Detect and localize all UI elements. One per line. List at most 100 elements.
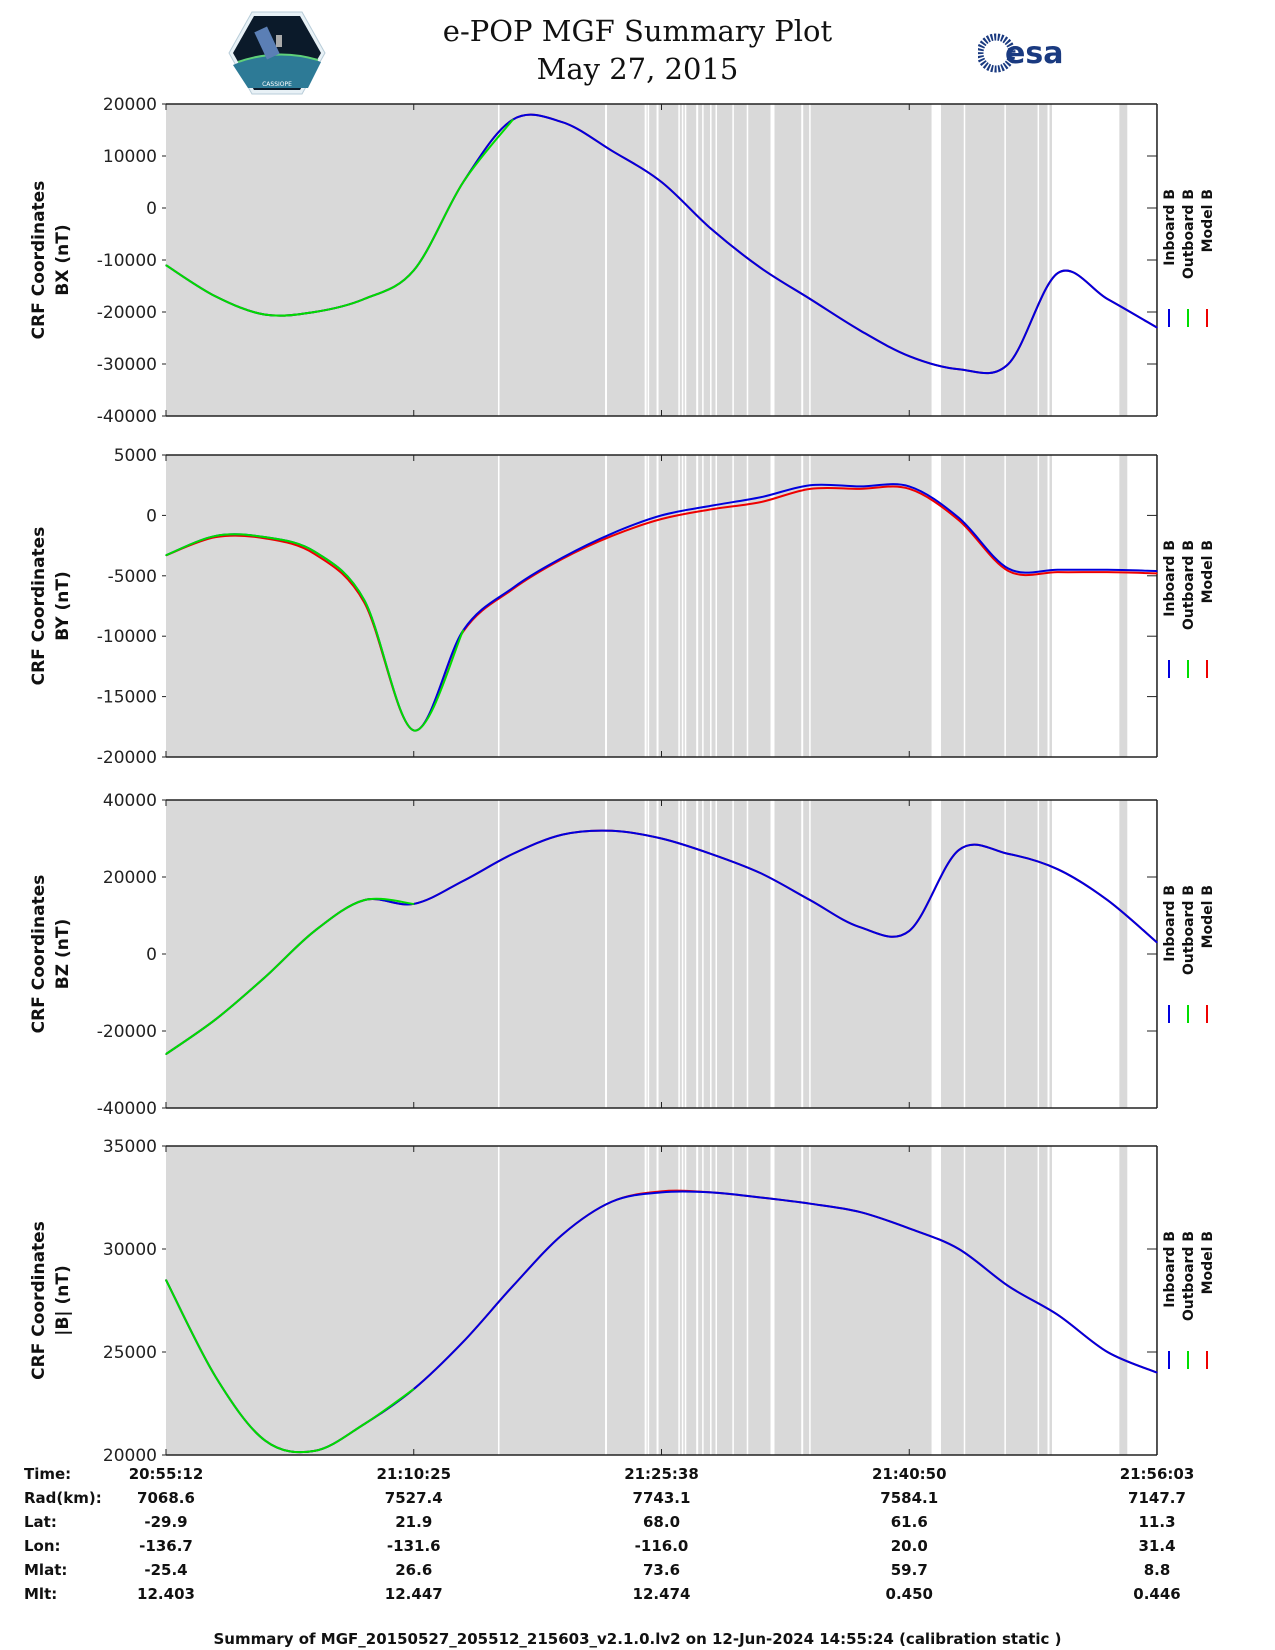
ephemeris-value: 59.7	[890, 1561, 928, 1579]
data-gap-stripe	[644, 1146, 647, 1455]
y-axis-label-line1: CRF Coordinates	[29, 875, 49, 1034]
y-tick-label: -30000	[97, 355, 157, 375]
y-axis-label-line1: CRF Coordinates	[29, 1221, 49, 1380]
data-gap-stripe	[702, 1146, 704, 1455]
data-point-inboard-b	[760, 496, 762, 498]
data-gap-stripe	[715, 455, 718, 757]
data-gap-stripe	[696, 1146, 699, 1455]
data-point-inboard-b	[1156, 327, 1158, 329]
ephemeris-value: -131.6	[386, 1537, 441, 1555]
data-gap-stripe	[1047, 1146, 1050, 1455]
data-gap-stripe	[809, 455, 811, 757]
data-gap-stripe	[681, 800, 684, 1108]
data-gap-stripe	[801, 800, 804, 1108]
data-point-outboard-b	[214, 295, 217, 297]
y-tick-label: 10000	[103, 147, 157, 167]
data-point-outboard-b	[214, 1018, 217, 1021]
svg-text:CASSIOPE: CASSIOPE	[262, 81, 292, 88]
data-point-inboard-b	[809, 484, 811, 486]
y-tick-label: 20000	[103, 868, 157, 888]
data-point-inboard-b	[1106, 569, 1109, 571]
data-gap-stripe	[801, 455, 804, 757]
data-gap-stripe	[605, 104, 607, 416]
data-point-inboard-b	[561, 557, 564, 559]
data-gap-stripe	[656, 1146, 659, 1455]
data-point-inboard-b	[859, 329, 861, 331]
y-tick-label: -15000	[97, 688, 157, 708]
plot-background	[166, 104, 1157, 416]
data-gap-stripe	[1051, 455, 1120, 757]
data-point-model-b	[314, 553, 316, 555]
data-gap-stripe	[647, 104, 650, 416]
ephemeris-row-label: Mlt:	[24, 1585, 58, 1603]
data-gap-stripe	[1127, 455, 1157, 757]
y-axis-label-line2: BZ (nT)	[53, 919, 73, 989]
data-gap-stripe	[656, 800, 659, 1108]
data-gap-stripe	[931, 800, 941, 1108]
data-gap-stripe	[684, 800, 687, 1108]
data-point-outboard-b	[314, 930, 316, 932]
data-point-inboard-b	[561, 1233, 564, 1236]
data-point-inboard-b	[462, 880, 464, 882]
legend-label: Inboard B	[1162, 540, 1178, 617]
ephemeris-row-label: Mlat:	[24, 1561, 68, 1579]
plot-date: May 27, 2015	[536, 52, 739, 86]
data-point-inboard-b	[1106, 1351, 1109, 1353]
ephemeris-value: 7527.4	[384, 1489, 443, 1507]
data-point-model-b	[760, 501, 762, 503]
y-tick-label: 0	[146, 199, 157, 219]
data-gap-stripe	[702, 104, 704, 416]
data-point-outboard-b	[314, 551, 316, 553]
data-point-inboard-b	[660, 1191, 663, 1193]
esa-logo: esa	[976, 33, 1093, 73]
data-point-model-b	[1106, 571, 1109, 573]
y-tick-label: -40000	[97, 407, 157, 427]
data-point-inboard-b	[760, 267, 762, 269]
esa-logo-text: esa	[1005, 36, 1063, 71]
data-point-outboard-b	[413, 269, 415, 271]
legend-label: Outboard B	[1181, 540, 1197, 630]
data-gap-stripe	[732, 455, 734, 757]
data-point-outboard-b	[363, 899, 365, 901]
plot-background	[166, 455, 1157, 757]
data-gap-stripe	[801, 104, 804, 416]
y-axis-label-line1: CRF Coordinates	[29, 181, 49, 340]
data-point-inboard-b	[859, 1211, 861, 1213]
data-gap-stripe	[696, 455, 699, 757]
data-point-inboard-b	[512, 587, 514, 589]
plot-background	[166, 800, 1157, 1108]
data-point-inboard-b	[1057, 569, 1059, 571]
data-gap-stripe	[732, 800, 734, 1108]
data-point-outboard-b	[165, 1279, 167, 1281]
data-point-inboard-b	[1057, 868, 1059, 870]
data-point-model-b	[958, 519, 960, 521]
data-gap-stripe	[497, 455, 500, 757]
y-axis-label-line2: BY (nT)	[53, 571, 73, 641]
data-point-model-b	[1156, 572, 1158, 574]
data-gap-stripe	[647, 800, 650, 1108]
ephemeris-value: -29.9	[144, 1513, 188, 1531]
x-tick-label: 20:55:12	[128, 1465, 204, 1483]
data-gap-stripe	[931, 455, 941, 757]
data-gap-stripe	[1037, 455, 1040, 757]
data-point-outboard-b	[214, 1376, 217, 1378]
data-gap-stripe	[1051, 800, 1120, 1108]
data-gap-stripe	[1047, 800, 1050, 1108]
data-point-inboard-b	[611, 150, 613, 152]
data-gap-stripe	[1004, 1146, 1006, 1455]
y-tick-label: -20000	[97, 303, 157, 323]
data-gap-stripe	[732, 104, 734, 416]
data-gap-stripe	[1004, 455, 1006, 757]
data-gap-stripe	[770, 1146, 775, 1455]
data-point-inboard-b	[660, 514, 663, 517]
ephemeris-value: 61.6	[890, 1513, 928, 1531]
data-point-inboard-b	[512, 1285, 514, 1287]
data-point-model-b	[859, 488, 861, 490]
data-gap-stripe	[931, 1146, 941, 1455]
data-gap-stripe	[746, 455, 749, 757]
ephemeris-value: 7147.7	[1128, 1489, 1186, 1507]
data-gap-stripe	[732, 1146, 734, 1455]
data-point-inboard-b	[512, 853, 514, 855]
data-point-outboard-b	[462, 629, 464, 631]
data-gap-stripe	[746, 104, 749, 416]
